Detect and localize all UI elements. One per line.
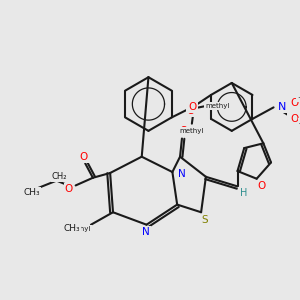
Text: O: O	[180, 126, 188, 136]
Text: -: -	[299, 119, 300, 128]
Text: N: N	[142, 227, 149, 237]
Text: O: O	[257, 182, 266, 191]
Text: O: O	[189, 102, 197, 112]
Text: N: N	[178, 169, 186, 179]
Text: S: S	[202, 215, 208, 225]
Text: methyl: methyl	[180, 128, 204, 134]
Text: O: O	[290, 98, 299, 108]
Text: O: O	[187, 106, 195, 116]
Text: CH₃: CH₃	[23, 188, 40, 196]
Text: CH₃: CH₃	[64, 224, 80, 233]
Text: O: O	[79, 152, 87, 162]
Text: H: H	[240, 188, 247, 198]
Text: methyl: methyl	[66, 226, 91, 232]
Text: methyl: methyl	[206, 103, 230, 109]
Text: CH₂: CH₂	[52, 172, 67, 181]
Text: +: +	[297, 95, 300, 101]
Text: N: N	[278, 102, 287, 112]
Text: O: O	[65, 184, 73, 194]
Text: O: O	[290, 114, 299, 124]
